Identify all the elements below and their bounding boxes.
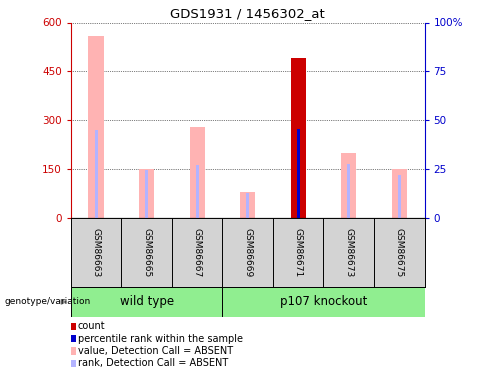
Text: GSM86671: GSM86671: [294, 228, 303, 277]
Text: percentile rank within the sample: percentile rank within the sample: [78, 334, 243, 344]
Bar: [297, 129, 300, 218]
Text: value, Detection Call = ABSENT: value, Detection Call = ABSENT: [78, 346, 233, 356]
Text: wild type: wild type: [120, 296, 174, 308]
Bar: [398, 175, 401, 217]
Text: GSM86669: GSM86669: [243, 228, 252, 277]
Bar: [71, 287, 223, 317]
Text: GSM86667: GSM86667: [193, 228, 202, 277]
Text: GSM86663: GSM86663: [92, 228, 101, 277]
Text: genotype/variation: genotype/variation: [5, 297, 91, 306]
Bar: [196, 165, 199, 218]
Title: GDS1931 / 1456302_at: GDS1931 / 1456302_at: [170, 7, 325, 20]
Bar: [139, 169, 154, 217]
Bar: [189, 126, 204, 218]
Bar: [88, 36, 103, 218]
Bar: [291, 58, 306, 217]
Bar: [223, 287, 425, 317]
Text: p107 knockout: p107 knockout: [280, 296, 367, 308]
Bar: [347, 164, 350, 218]
Bar: [341, 153, 356, 218]
Bar: [145, 170, 148, 217]
Bar: [95, 130, 98, 218]
Bar: [392, 170, 407, 217]
Text: GSM86675: GSM86675: [395, 228, 404, 277]
Text: rank, Detection Call = ABSENT: rank, Detection Call = ABSENT: [78, 358, 228, 368]
Text: count: count: [78, 321, 105, 331]
Bar: [246, 194, 249, 217]
Text: GSM86665: GSM86665: [142, 228, 151, 277]
Bar: [240, 192, 255, 217]
Text: GSM86673: GSM86673: [344, 228, 353, 277]
